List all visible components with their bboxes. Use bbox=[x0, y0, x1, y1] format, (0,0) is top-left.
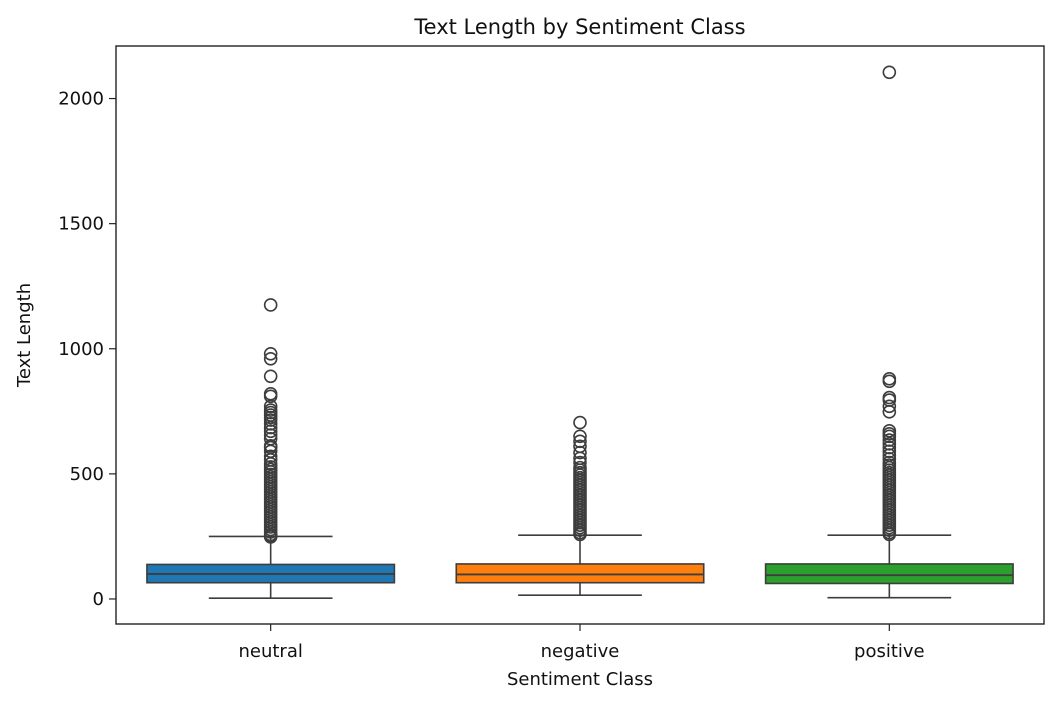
x-tick-label: positive bbox=[854, 641, 925, 662]
x-tick-label: neutral bbox=[238, 641, 302, 662]
x-tick-label: negative bbox=[541, 641, 620, 662]
y-axis-label: Text Length bbox=[14, 283, 35, 388]
outlier-point bbox=[263, 424, 278, 439]
x-axis: neutral negative positive bbox=[238, 624, 925, 662]
outlier-point bbox=[263, 449, 278, 464]
outlier-point bbox=[263, 346, 278, 361]
y-tick-label: 1000 bbox=[58, 339, 104, 360]
iqr-box bbox=[455, 563, 705, 584]
y-tick-label: 500 bbox=[70, 464, 104, 485]
y-tick-label: 1500 bbox=[58, 214, 104, 235]
outlier-point bbox=[882, 405, 897, 419]
outlier-point bbox=[263, 369, 278, 384]
iqr-box bbox=[764, 563, 1014, 585]
outlier-point bbox=[573, 415, 587, 430]
outlier-point bbox=[573, 445, 587, 460]
outlier-point bbox=[263, 389, 278, 404]
box-group-neutral bbox=[146, 298, 396, 600]
outlier-point bbox=[263, 298, 278, 312]
outlier-point bbox=[263, 530, 278, 544]
box-group-negative bbox=[455, 415, 705, 597]
chart-title: Text Length by Sentiment Class bbox=[413, 15, 745, 39]
box-group-positive bbox=[764, 65, 1014, 599]
outlier-point bbox=[573, 527, 587, 542]
y-tick-label: 0 bbox=[93, 589, 104, 610]
outlier-point bbox=[882, 65, 897, 80]
y-tick-label: 2000 bbox=[58, 89, 104, 110]
plot-area bbox=[146, 65, 1014, 600]
outlier-point bbox=[882, 399, 897, 414]
outlier-point bbox=[573, 429, 587, 444]
y-axis: 0 500 1000 1500 2000 bbox=[58, 89, 116, 610]
x-axis-label: Sentiment Class bbox=[507, 669, 653, 690]
outlier-point bbox=[882, 374, 897, 389]
outlier-point bbox=[263, 351, 278, 366]
outlier-point bbox=[882, 527, 897, 542]
